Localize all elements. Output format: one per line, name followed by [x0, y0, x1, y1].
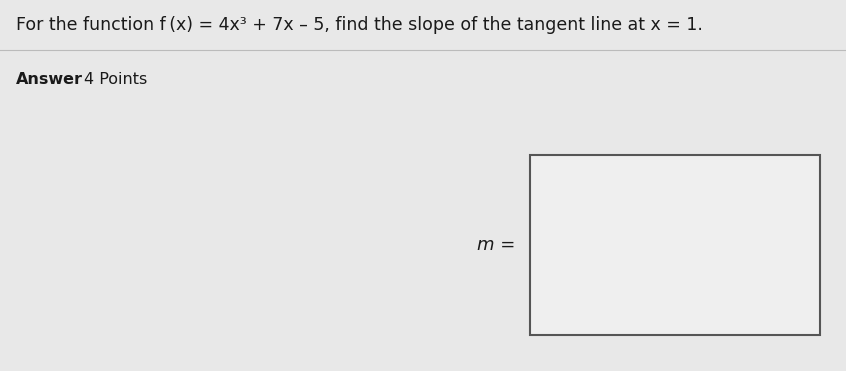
Text: 4 Points: 4 Points: [84, 72, 147, 88]
Bar: [530, 155, 820, 335]
Text: m =: m =: [476, 236, 515, 254]
Text: Answer: Answer: [16, 72, 83, 88]
Text: For the function f (x) = 4x³ + 7x – 5, find the slope of the tangent line at x =: For the function f (x) = 4x³ + 7x – 5, f…: [16, 16, 703, 34]
